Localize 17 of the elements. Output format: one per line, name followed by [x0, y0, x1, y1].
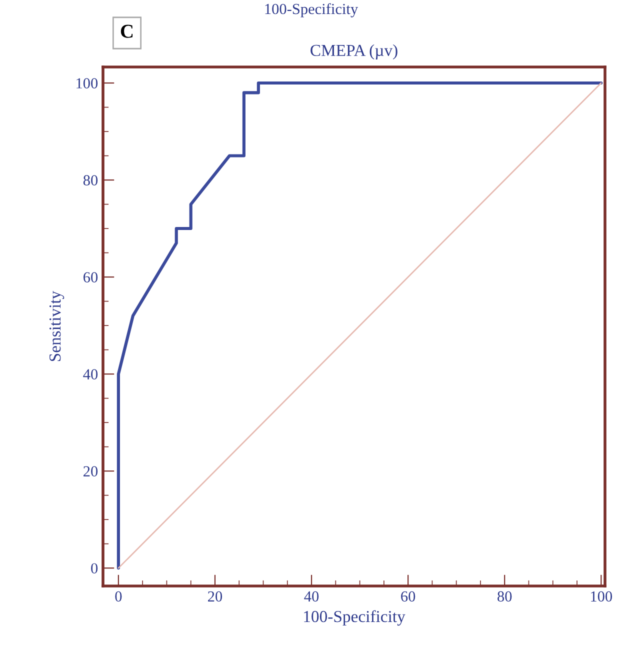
- y-tick-label: 0: [91, 563, 98, 574]
- x-tick-label: 60: [401, 591, 416, 602]
- text: C: [120, 24, 133, 38]
- y-tick-label: 100: [76, 78, 98, 88]
- x-tick-label: 20: [208, 591, 222, 602]
- y-axis-title: Sensitivity: [49, 290, 64, 362]
- x-tick-label: 0: [115, 591, 122, 602]
- x-tick-label: 80: [498, 591, 512, 602]
- y-tick-label: 20: [84, 466, 98, 476]
- chart-title: CMEPA (µv): [310, 44, 398, 60]
- text: 100-Specificity: [265, 3, 358, 18]
- y-tick-label: 80: [83, 175, 98, 186]
- y-tick-label: 40: [83, 369, 98, 380]
- x-axis-title: 100-Specificity: [304, 610, 406, 626]
- y-tick-label: 60: [84, 272, 98, 282]
- x-tick-label: 40: [304, 591, 319, 602]
- x-tick-label: 100: [591, 591, 612, 602]
